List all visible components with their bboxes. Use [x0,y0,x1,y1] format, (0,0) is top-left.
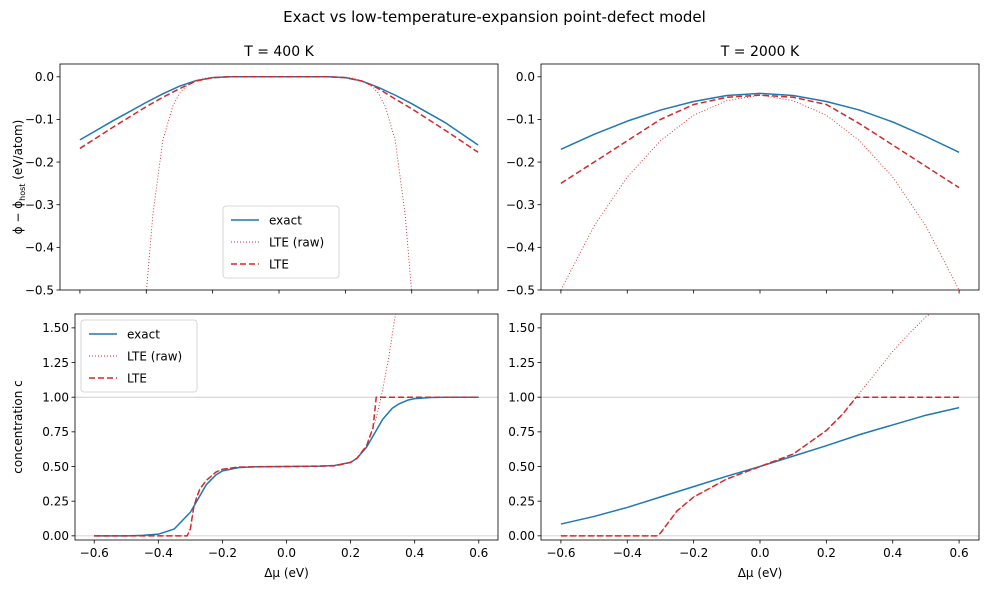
y-tick-label: 0.25 [508,494,535,508]
legend-box [80,319,198,393]
x-tick-label: −0.6 [80,546,109,560]
panel-title: T = 400 K [243,44,314,60]
legend: exact LTE (raw) LTE [222,205,340,279]
x-tick-label: −0.4 [613,546,642,560]
x-axis-label: Δμ (eV) [264,566,309,580]
series-line-lte-raw- [146,76,412,290]
y-axis-label: concentration c [11,380,25,474]
y-tick-label: 0.75 [508,425,535,439]
series-line-lte-raw- [560,94,960,290]
y-tick-label: −0.2 [506,155,535,169]
legend-label: LTE (raw) [269,236,324,250]
legend-label: LTE (raw) [127,350,182,364]
y-tick-label: 0.50 [508,460,535,474]
y-tick-label: 1.25 [42,356,69,370]
y-axis-label: ϕ − ϕhost (eV/atom) [11,120,27,235]
series-line-lte [94,396,479,537]
legend-box [222,205,340,279]
y-tick-label: 0.00 [508,529,535,543]
y-tick-label: 0.0 [516,70,535,84]
y-tick-label: −0.4 [25,241,54,255]
y-tick-label: 0.25 [42,494,69,508]
x-tick-label: −0.6 [546,546,575,560]
y-tick-label: −0.4 [506,241,535,255]
y-tick-label: 0.0 [35,70,54,84]
y-tick-label: 1.00 [508,390,535,404]
y-tick-label: 1.25 [508,356,535,370]
legend-label: exact [127,328,160,342]
y-tick-label: −0.3 [506,198,535,212]
series-line-exact [560,406,960,525]
legend-label: exact [269,214,302,228]
figure-suptitle: Exact vs low-temperature-expansion point… [283,8,706,26]
plot-frame [540,313,980,541]
y-tick-label: −0.1 [506,113,535,127]
x-tick-label: −0.4 [144,546,173,560]
series-line-lte-raw- [560,314,931,537]
y-tick-label: 0.00 [42,529,69,543]
x-tick-label: 0.4 [405,546,424,560]
panel-top-left: −0.5 −0.4 −0.3 −0.2 −0.1 0.0 T = 400 K ϕ − ϕhos… [11,44,499,297]
y-tick-label: 1.50 [508,321,535,335]
series-line-lte [79,76,479,153]
y-tick-label: 1.50 [42,321,69,335]
x-tick-label: −0.2 [208,546,237,560]
legend-label: LTE [127,372,147,386]
panel-title: T = 2000 K [720,44,800,60]
y-tick-label: 0.50 [42,460,69,474]
series-line-lte [560,94,960,189]
x-tick-label: 0.2 [341,546,360,560]
y-tick-label: −0.5 [25,283,54,297]
x-tick-label: −0.2 [679,546,708,560]
y-tick-label: −0.3 [25,198,54,212]
x-tick-label: 0.4 [883,546,902,560]
y-tick-label: −0.5 [506,283,535,297]
plot-frame [540,63,980,291]
panel-bottom-left: −0.6 −0.4 −0.2 0.0 0.2 0.4 0.6 0.00 0.25 0.50 0.75… [11,313,499,580]
x-tick-label: 0.6 [469,546,488,560]
legend-label: LTE [269,258,289,272]
legend: exact LTE (raw) LTE [80,319,198,393]
series-line-lte [560,396,960,537]
x-tick-label: 0.0 [277,546,296,560]
x-axis-label: Δμ (eV) [738,566,783,580]
series-line-exact [79,76,479,146]
panel-top-right: −0.5 −0.4 −0.3 −0.2 −0.1 0.0 T = 2000 K [506,44,980,297]
x-tick-label: 0.2 [817,546,836,560]
y-tick-label: 0.75 [42,425,69,439]
x-tick-label: 0.6 [950,546,969,560]
panel-bottom-right: −0.6 −0.4 −0.2 0.0 0.2 0.4 0.6 0.00 0.25 0.50 0.75… [508,313,980,580]
x-tick-label: 0.0 [750,546,769,560]
y-tick-label: −0.1 [25,113,54,127]
series-line-exact [560,92,960,153]
y-tick-label: −0.2 [25,155,54,169]
y-tick-label: 1.00 [42,390,69,404]
series-line-exact [94,396,479,537]
